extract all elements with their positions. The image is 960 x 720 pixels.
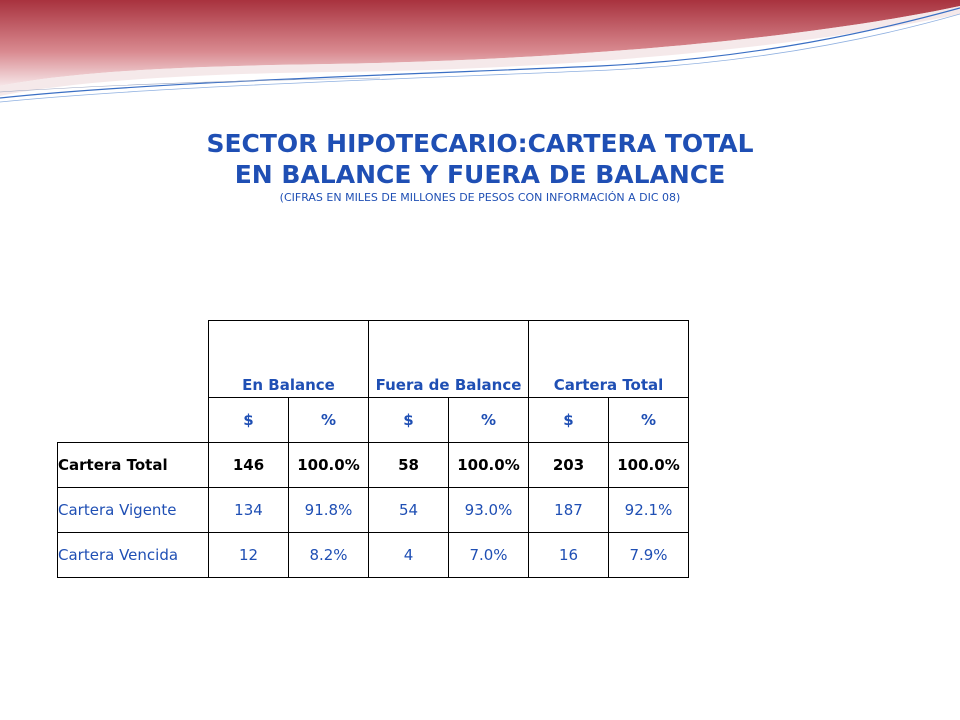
page-title-line2: EN BALANCE Y FUERA DE BALANCE <box>234 160 726 189</box>
subheader-cell: $ <box>208 397 289 443</box>
table-cell: 7.0% <box>448 532 529 578</box>
table-cell: 54 <box>368 487 449 533</box>
table-cell: 92.1% <box>608 487 689 533</box>
table-cell: 16 <box>528 532 609 578</box>
table-cell: 93.0% <box>448 487 529 533</box>
subheader-cell: % <box>608 397 689 443</box>
table-cell: 203 <box>528 442 609 488</box>
header-en-balance: En Balance <box>208 320 369 398</box>
portfolio-table: En Balance Fuera de Balance Cartera Tota… <box>57 320 689 578</box>
subheader-cell: $ <box>528 397 609 443</box>
page-title-line1: SECTOR HIPOTECARIO:CARTERA TOTAL <box>206 129 754 158</box>
table-group-header-row: En Balance Fuera de Balance Cartera Tota… <box>58 320 689 398</box>
table-cell: 91.8% <box>288 487 369 533</box>
table-cell: 187 <box>528 487 609 533</box>
table-subheader-row: $ % $ % $ % <box>58 397 689 443</box>
table-cell: 100.0% <box>288 442 369 488</box>
page-subtitle: (CIFRAS EN MILES DE MILLONES DE PESOS CO… <box>279 191 681 204</box>
title-block: SECTOR HIPOTECARIO:CARTERA TOTAL EN BALA… <box>0 128 960 204</box>
table-cell: 8.2% <box>288 532 369 578</box>
subheader-cell: % <box>288 397 369 443</box>
table-corner-cell <box>58 398 209 443</box>
table-row: Cartera Vigente 134 91.8% 54 93.0% 187 9… <box>57 487 689 533</box>
table-row: Cartera Vencida 12 8.2% 4 7.0% 16 7.9% <box>57 532 689 578</box>
subheader-cell: % <box>448 397 529 443</box>
table-row: Cartera Total 146 100.0% 58 100.0% 203 1… <box>57 442 689 488</box>
header-decoration <box>0 0 960 103</box>
table-cell: 100.0% <box>608 442 689 488</box>
row-label: Cartera Total <box>57 442 209 488</box>
table-cell: 146 <box>208 442 289 488</box>
table-cell: 134 <box>208 487 289 533</box>
subheader-cell: $ <box>368 397 449 443</box>
table-corner-cell <box>58 321 209 398</box>
table-cell: 100.0% <box>448 442 529 488</box>
row-label: Cartera Vigente <box>57 487 209 533</box>
row-label: Cartera Vencida <box>57 532 209 578</box>
table-cell: 12 <box>208 532 289 578</box>
table-cell: 4 <box>368 532 449 578</box>
table-cell: 58 <box>368 442 449 488</box>
header-fuera-de-balance: Fuera de Balance <box>368 320 529 398</box>
table-cell: 7.9% <box>608 532 689 578</box>
header-cartera-total: Cartera Total <box>528 320 689 398</box>
